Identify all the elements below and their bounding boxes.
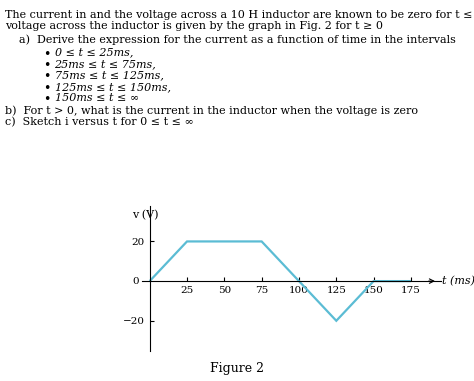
Text: 150ms ≤ t ≤ ∞: 150ms ≤ t ≤ ∞ (55, 93, 138, 103)
Text: a)  Derive the expression for the current as a function of time in the intervals: a) Derive the expression for the current… (19, 34, 456, 45)
Text: •: • (43, 70, 50, 83)
Text: The current in and the voltage across a 10 H inductor are known to be zero for t: The current in and the voltage across a … (5, 10, 474, 19)
Text: b)  For t > 0, what is the current in the inductor when the voltage is zero: b) For t > 0, what is the current in the… (5, 106, 418, 117)
Text: •: • (43, 82, 50, 95)
Text: •: • (43, 59, 50, 72)
Text: t (ms): t (ms) (442, 276, 474, 286)
Text: 125ms ≤ t ≤ 150ms,: 125ms ≤ t ≤ 150ms, (55, 82, 171, 92)
Text: Figure 2: Figure 2 (210, 362, 264, 375)
Text: 0: 0 (133, 277, 139, 286)
Text: v (V): v (V) (132, 210, 158, 220)
Text: 25ms ≤ t ≤ 75ms,: 25ms ≤ t ≤ 75ms, (55, 59, 156, 69)
Text: c)  Sketch i versus t for 0 ≤ t ≤ ∞: c) Sketch i versus t for 0 ≤ t ≤ ∞ (5, 117, 193, 128)
Text: 75ms ≤ t ≤ 125ms,: 75ms ≤ t ≤ 125ms, (55, 70, 164, 80)
Text: •: • (43, 93, 50, 106)
Text: 0 ≤ t ≤ 25ms,: 0 ≤ t ≤ 25ms, (55, 48, 133, 58)
Text: voltage across the inductor is given by the graph in Fig. 2 for t ≥ 0: voltage across the inductor is given by … (5, 21, 383, 31)
Text: •: • (43, 48, 50, 61)
